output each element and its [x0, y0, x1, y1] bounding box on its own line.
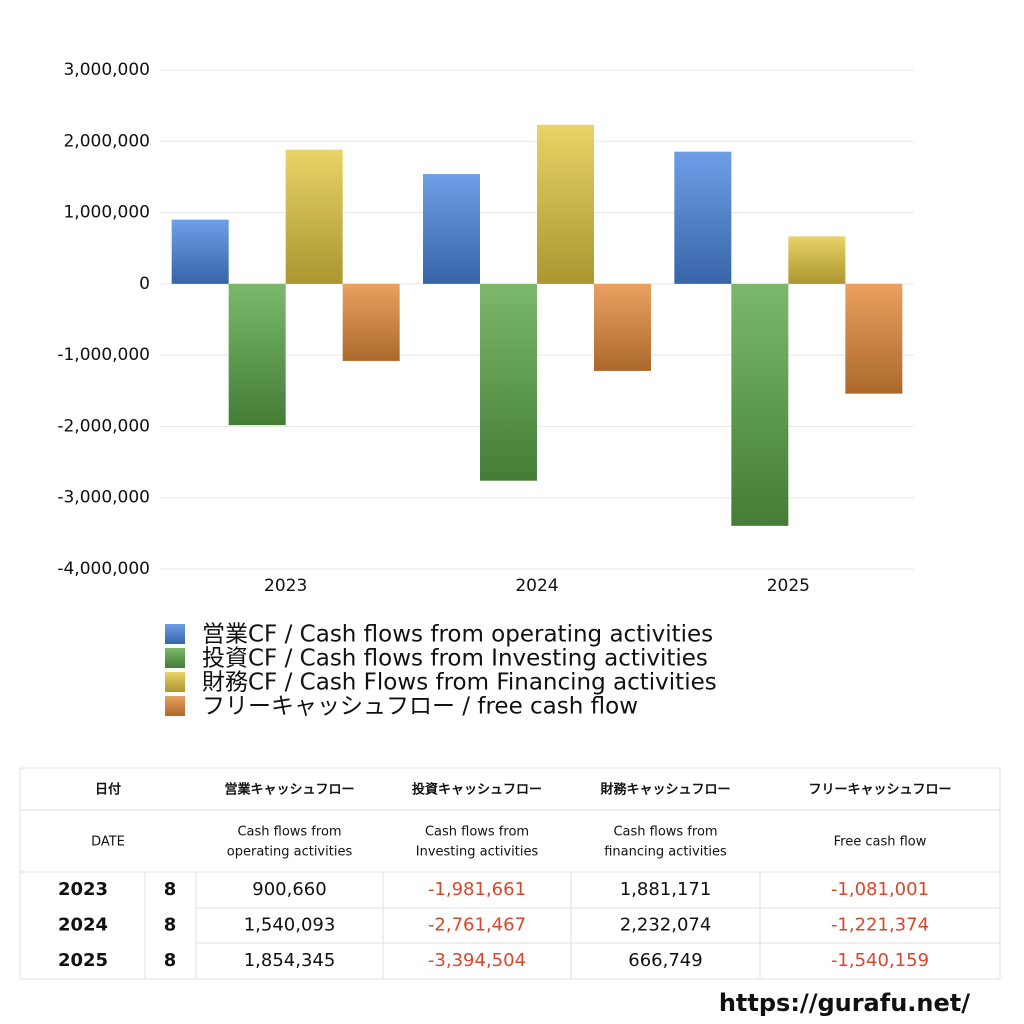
table-subheader: Investing activities: [416, 845, 539, 860]
legend-swatch: [165, 672, 185, 692]
bar: [845, 283, 903, 394]
bar: [285, 149, 343, 284]
table-cell: 666,749: [628, 950, 702, 971]
table-subheader: DATE: [91, 835, 125, 850]
legend-label: 財務CF / Cash Flows from Financing activit…: [202, 670, 717, 696]
table-cell: 8: [164, 950, 177, 971]
bar: [537, 124, 594, 284]
table-cell: 1,854,345: [244, 950, 336, 971]
table-cell: 8: [164, 915, 177, 936]
table-cell: -1,981,661: [428, 879, 526, 900]
bar: [731, 283, 789, 526]
table-subheader: Free cash flow: [834, 835, 927, 850]
bar: [674, 151, 732, 284]
legend-swatch: [165, 648, 185, 668]
y-tick-label: 2,000,000: [63, 131, 150, 151]
table-cell: 1,540,093: [244, 915, 336, 936]
y-tick-label: -4,000,000: [57, 559, 150, 579]
table-subheader: Cash flows from: [237, 825, 341, 840]
y-tick-label: 0: [139, 274, 150, 294]
bar: [342, 283, 400, 361]
table-cell: -1,081,001: [831, 879, 929, 900]
table-cell: 8: [164, 879, 177, 900]
bar: [594, 283, 651, 371]
legend-label: フリーキャッシュフロー / free cash flow: [202, 694, 638, 720]
table-subheader: Cash flows from: [425, 825, 529, 840]
x-tick-label: 2025: [767, 576, 810, 596]
legend-swatch: [165, 624, 185, 644]
legend-label: 投資CF / Cash flows from Investing activit…: [202, 646, 708, 672]
table-header: 投資キャッシュフロー: [412, 782, 542, 798]
bar: [788, 236, 846, 284]
table-header: 財務キャッシュフロー: [599, 782, 730, 798]
table-cell: 2,232,074: [620, 915, 712, 936]
y-tick-label: 3,000,000: [63, 60, 150, 80]
table-subheader: financing activities: [604, 845, 727, 860]
table-cell: 2023: [58, 879, 108, 900]
legend-swatch: [165, 696, 185, 716]
table-cell: 900,660: [252, 879, 326, 900]
table-cell: -2,761,467: [428, 915, 526, 936]
table-cell: -3,394,504: [428, 950, 526, 971]
y-tick-label: -2,000,000: [57, 416, 150, 436]
y-tick-label: -1,000,000: [57, 345, 150, 365]
bar: [480, 283, 537, 481]
table-header: フリーキャッシュフロー: [808, 783, 951, 798]
table-subheader: Cash flows from: [613, 825, 717, 840]
table-header: 日付: [95, 782, 121, 798]
y-tick-label: -3,000,000: [57, 488, 150, 508]
site-url: https://gurafu.net/: [719, 989, 970, 1017]
table-subheader: operating activities: [227, 845, 353, 860]
table-header: 営業キャッシュフロー: [224, 782, 354, 798]
table-cell: 2025: [58, 950, 108, 971]
bar: [171, 219, 229, 284]
legend-label: 営業CF / Cash flows from operating activit…: [202, 622, 713, 648]
y-tick-label: 1,000,000: [63, 203, 150, 223]
table-cell: 1,881,171: [620, 879, 712, 900]
bar: [423, 174, 480, 284]
table-cell: 2024: [58, 915, 108, 936]
bar: [228, 283, 286, 426]
table-cell: -1,221,374: [831, 915, 929, 936]
table-cell: -1,540,159: [831, 950, 929, 971]
x-tick-label: 2024: [515, 576, 558, 596]
x-tick-label: 2023: [264, 576, 307, 596]
